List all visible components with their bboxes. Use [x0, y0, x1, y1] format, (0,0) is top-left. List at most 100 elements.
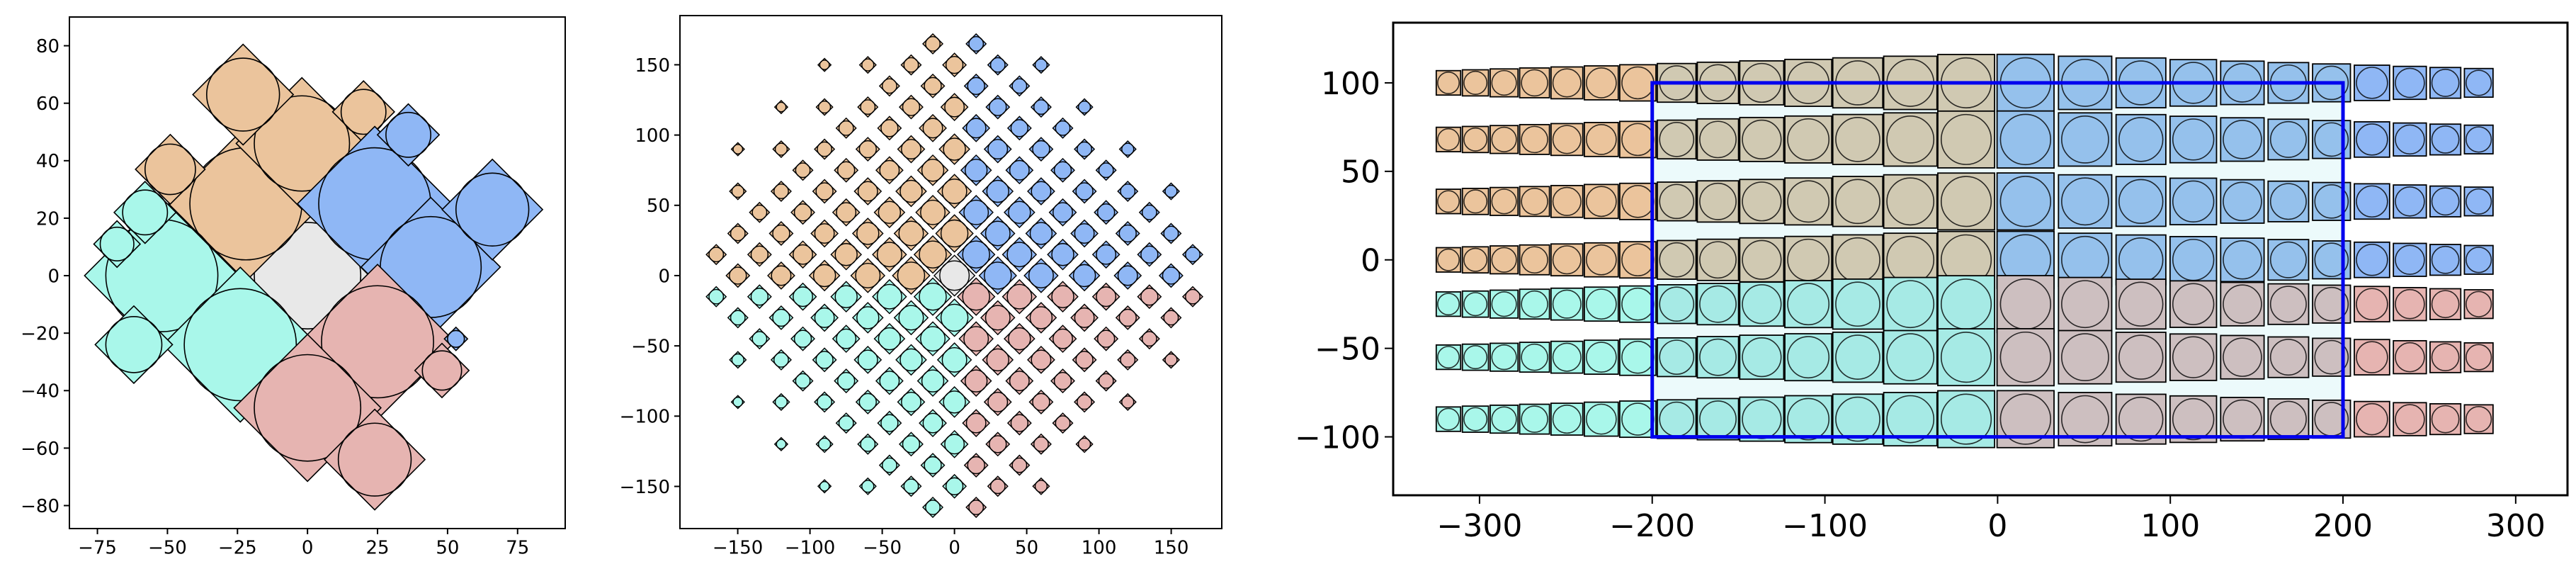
circle-marker — [1659, 122, 1695, 157]
square-marker — [2429, 67, 2462, 99]
circle-marker — [1075, 182, 1094, 201]
circle-marker — [814, 223, 835, 244]
square-marker — [1832, 113, 1884, 166]
circle-marker — [2118, 334, 2164, 380]
circle-marker — [2269, 120, 2307, 158]
circle-marker — [986, 179, 1009, 203]
square-marker — [1519, 244, 1550, 276]
circle-marker — [1033, 99, 1049, 115]
y-tick-label: −100 — [620, 407, 670, 428]
circle-marker — [1077, 100, 1091, 114]
circle-marker — [879, 371, 900, 392]
circle-marker — [1886, 177, 1935, 226]
square-marker — [1583, 122, 1619, 157]
circle-marker — [99, 226, 135, 261]
circle-marker — [920, 199, 946, 225]
circle-marker — [965, 159, 988, 182]
circle-marker — [144, 143, 196, 196]
circle-marker — [2269, 241, 2307, 278]
circle-marker — [922, 412, 943, 434]
square-marker — [1435, 344, 1462, 371]
square-marker — [1461, 343, 1490, 371]
circle-marker — [1491, 344, 1517, 371]
square-marker — [2463, 342, 2494, 373]
square-marker — [2429, 244, 2462, 276]
circle-marker — [1940, 393, 1992, 445]
circle-marker — [857, 181, 878, 202]
circle-marker — [2395, 124, 2425, 155]
square-marker — [2058, 174, 2113, 229]
circle-marker — [944, 96, 965, 118]
circle-marker — [1742, 337, 1782, 378]
circle-marker — [1463, 247, 1488, 272]
circle-marker — [836, 202, 857, 223]
x-tick-label: 50 — [436, 537, 459, 558]
circle-marker — [2395, 186, 2425, 217]
circle-marker — [708, 288, 725, 305]
circle-marker — [731, 184, 744, 198]
x-tick-label: 200 — [2313, 508, 2373, 544]
square-marker — [1784, 235, 1833, 284]
circle-marker — [1055, 120, 1071, 136]
circle-marker — [963, 199, 989, 225]
circle-marker — [793, 203, 812, 222]
circle-marker — [900, 348, 923, 372]
square-marker — [2463, 67, 2494, 98]
square-marker — [1618, 285, 1657, 323]
circle-marker — [1835, 281, 1880, 327]
circle-marker — [876, 242, 902, 268]
square-marker — [1519, 342, 1550, 373]
circle-marker — [1463, 292, 1488, 317]
circle-marker — [2466, 247, 2492, 273]
square-marker — [2058, 112, 2113, 167]
square-marker — [1739, 116, 1785, 162]
square-marker — [1550, 243, 1584, 277]
x-tick-label: −50 — [148, 537, 187, 558]
circle-marker — [1552, 342, 1582, 372]
circle-marker — [1437, 190, 1460, 213]
square-marker — [2115, 278, 2167, 330]
circle-marker — [2431, 405, 2460, 434]
square-marker — [2354, 121, 2390, 158]
circle-marker — [340, 89, 387, 135]
circle-marker — [751, 331, 768, 347]
circle-marker — [1032, 393, 1050, 412]
circle-marker — [1074, 308, 1095, 328]
y-tick-label: 40 — [36, 151, 59, 172]
circle-marker — [880, 414, 899, 432]
circle-marker — [1437, 248, 1460, 271]
circle-marker — [2314, 339, 2349, 375]
circle-marker — [2466, 188, 2492, 215]
circle-marker — [1552, 289, 1582, 319]
right-panel: −300 −200 −100 0 100 200 300 −100 −50 0 50 100 — [1295, 21, 2569, 544]
circle-marker — [750, 288, 769, 306]
circle-marker — [1185, 247, 1201, 263]
square-marker — [1435, 126, 1462, 152]
circle-marker — [818, 100, 832, 114]
square-marker — [1937, 110, 1996, 169]
circle-marker — [815, 182, 834, 201]
square-marker — [1657, 119, 1697, 160]
circle-marker — [985, 305, 1011, 331]
circle-marker — [773, 352, 789, 368]
circle-marker — [2431, 343, 2460, 372]
circle-marker — [987, 391, 1009, 412]
circle-marker — [1787, 397, 1830, 441]
x-tick-label: 50 — [1015, 537, 1038, 558]
circle-marker — [1164, 353, 1178, 367]
circle-marker — [1491, 291, 1517, 317]
circle-marker — [774, 395, 788, 409]
circle-marker — [1162, 266, 1181, 285]
circle-marker — [898, 220, 924, 247]
square-marker — [2058, 329, 2113, 385]
circle-marker — [105, 316, 163, 373]
circle-marker — [1010, 119, 1028, 137]
circle-marker — [834, 285, 858, 308]
circle-marker — [989, 57, 1006, 73]
circle-marker — [2223, 337, 2262, 377]
square-marker — [2115, 332, 2167, 383]
circle-marker — [1052, 328, 1073, 349]
circle-marker — [1053, 371, 1072, 390]
circle-marker — [860, 436, 876, 452]
square-marker — [1550, 287, 1584, 321]
